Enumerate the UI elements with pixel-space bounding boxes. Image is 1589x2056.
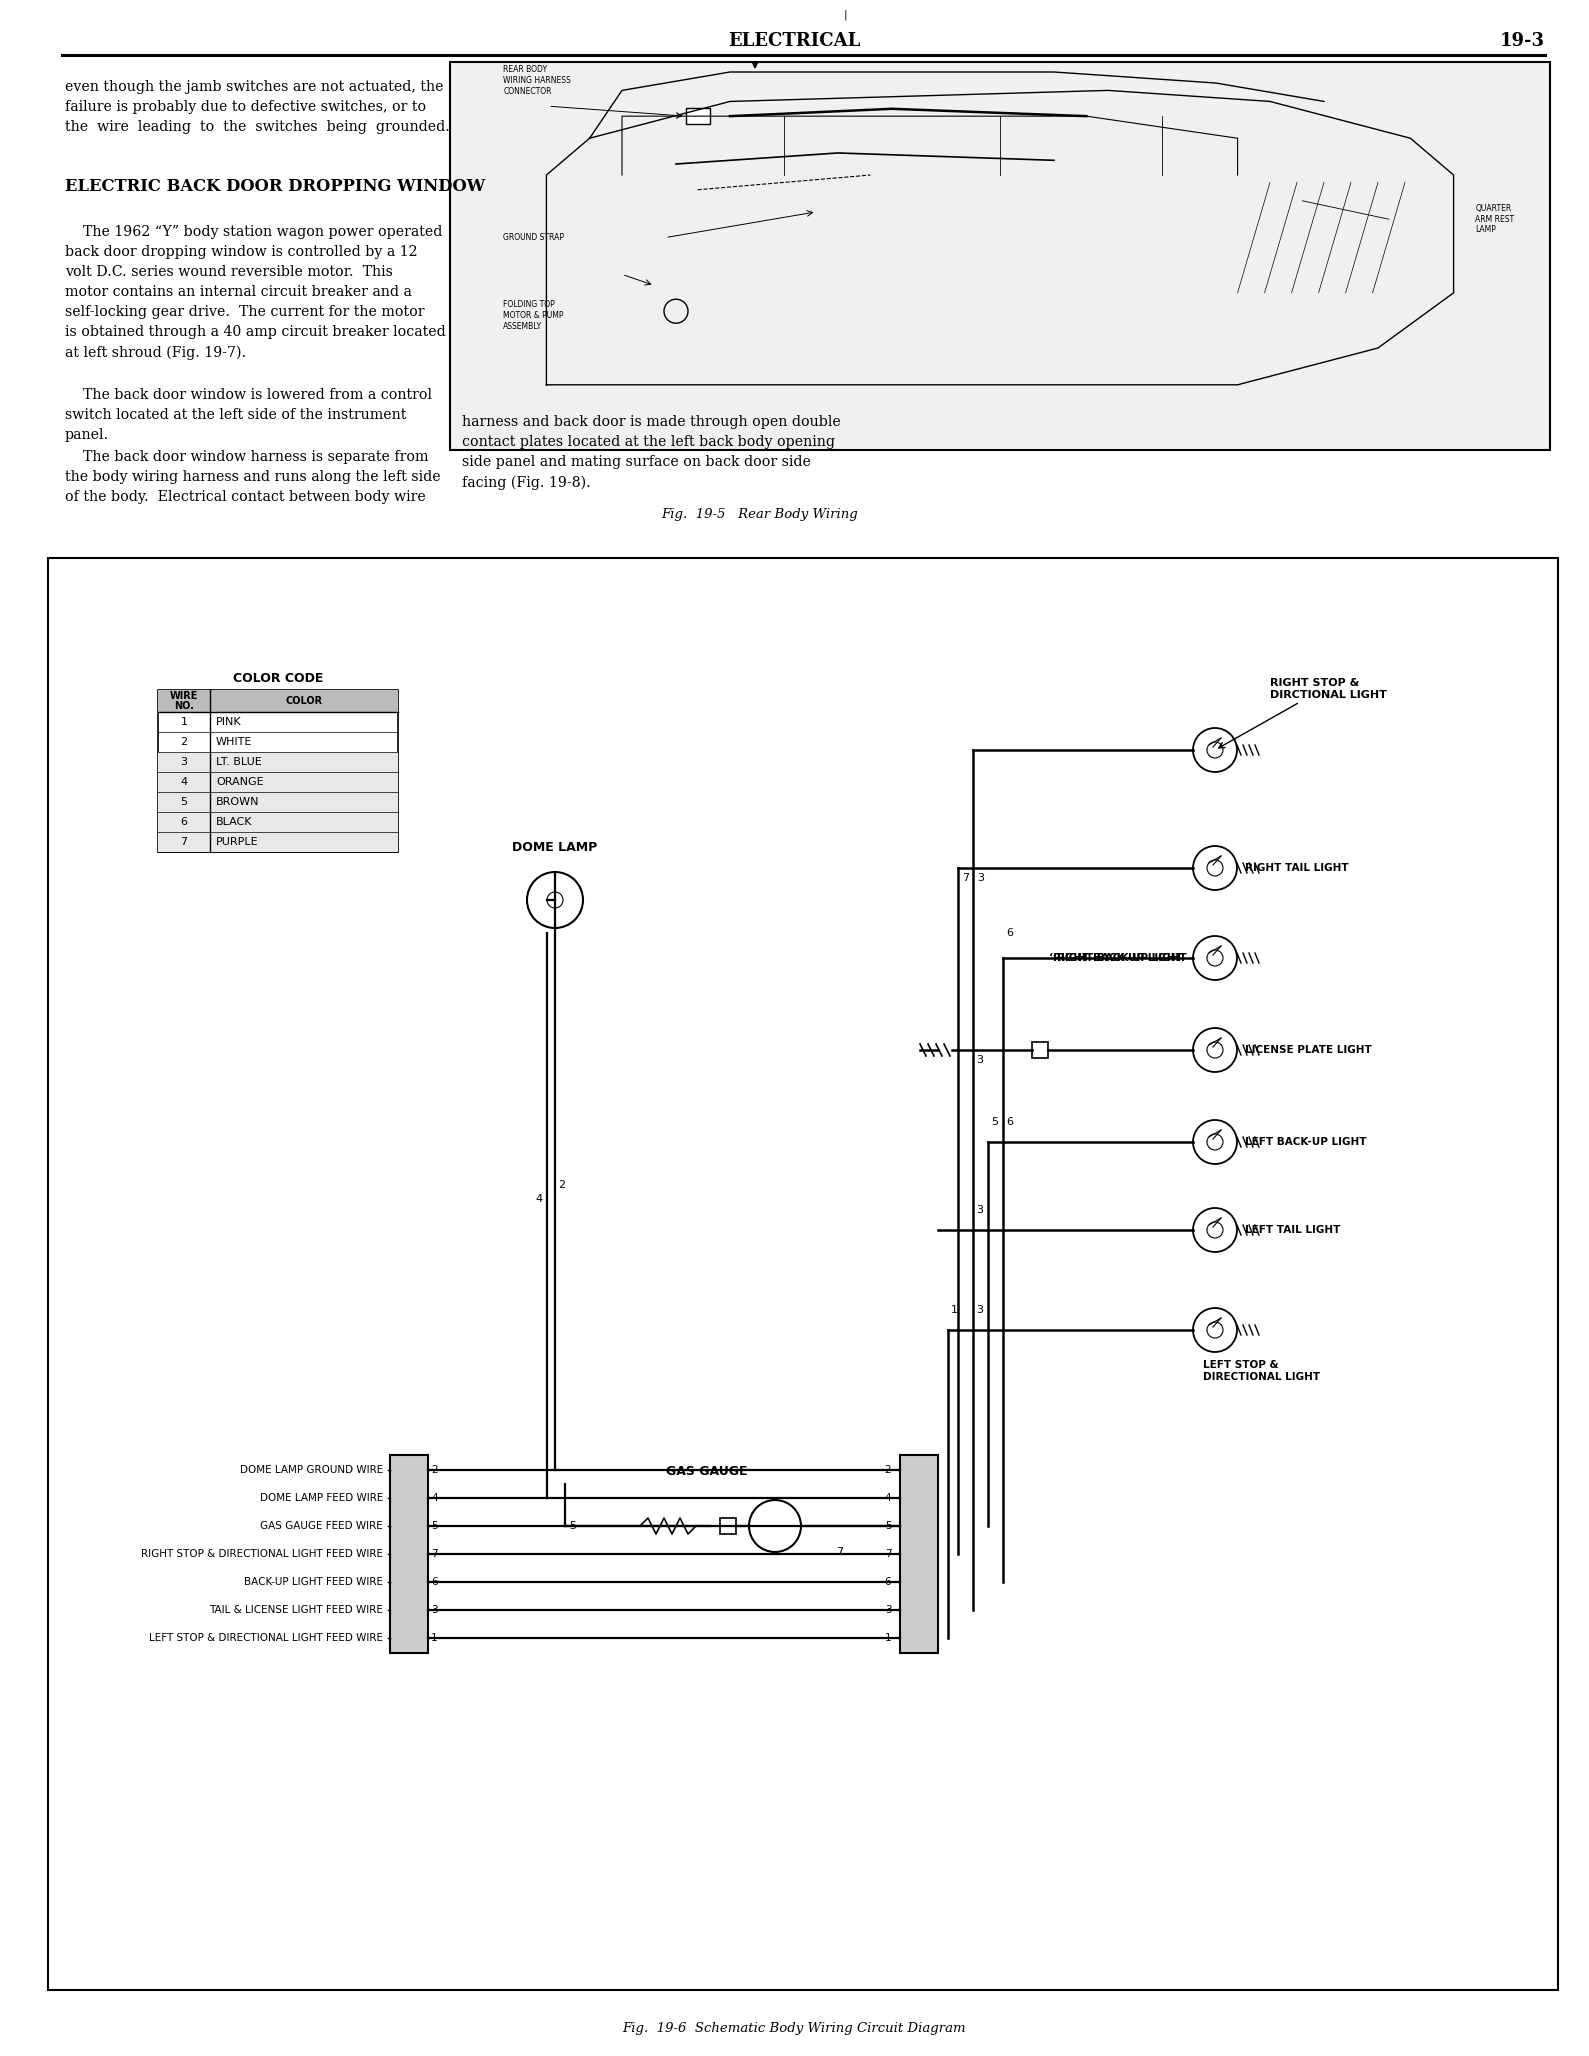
Text: 7: 7 — [181, 837, 188, 847]
Text: DOME LAMP FEED WIRE: DOME LAMP FEED WIRE — [259, 1493, 383, 1503]
Text: LT. BLUE: LT. BLUE — [216, 757, 262, 767]
Text: Fig.  19-5   Rear Body Wiring: Fig. 19-5 Rear Body Wiring — [661, 508, 858, 520]
Text: 1: 1 — [431, 1632, 437, 1643]
Bar — [899, 1456, 938, 1653]
Bar — [389, 1456, 427, 1653]
Text: 4: 4 — [181, 777, 188, 787]
Text: ORANGE: ORANGE — [216, 777, 264, 787]
Text: 3: 3 — [977, 874, 984, 882]
Bar — [157, 752, 397, 771]
Text: 2: 2 — [431, 1466, 437, 1474]
Bar — [1031, 1042, 1049, 1059]
Text: 4: 4 — [885, 1493, 891, 1503]
Text: TAIL & LICENSE LIGHT FEED WIRE: TAIL & LICENSE LIGHT FEED WIRE — [210, 1606, 383, 1616]
Text: 2: 2 — [885, 1466, 891, 1474]
Text: DOME LAMP GROUND WIRE: DOME LAMP GROUND WIRE — [240, 1466, 383, 1474]
Text: 6: 6 — [1006, 1116, 1014, 1127]
Text: RIGHT STOP &
DIRCTIONAL LIGHT: RIGHT STOP & DIRCTIONAL LIGHT — [1270, 678, 1387, 699]
Text: The 1962 “Y” body station wagon power operated
back door dropping window is cont: The 1962 “Y” body station wagon power op… — [65, 224, 447, 360]
Text: 1: 1 — [950, 1306, 958, 1316]
Text: 7: 7 — [961, 874, 969, 882]
Text: 1: 1 — [181, 718, 188, 728]
Text: PURPLE: PURPLE — [216, 837, 259, 847]
Text: PINK: PINK — [216, 718, 242, 728]
Text: 5: 5 — [569, 1521, 575, 1532]
Text: 3: 3 — [181, 757, 188, 767]
Text: BACK-UP LIGHT FEED WIRE: BACK-UP LIGHT FEED WIRE — [245, 1577, 383, 1587]
Text: BROWN: BROWN — [216, 798, 259, 808]
Bar — [157, 833, 397, 851]
Text: DOME LAMP: DOME LAMP — [512, 841, 597, 853]
Text: RIGHT TAIL LIGHT: RIGHT TAIL LIGHT — [1246, 864, 1349, 874]
Text: 4: 4 — [431, 1493, 437, 1503]
Text: 3: 3 — [976, 1306, 984, 1316]
Text: ’RIGHT BACK-UP LIGHT: ’RIGHT BACK-UP LIGHT — [1054, 954, 1187, 962]
Text: COLOR CODE: COLOR CODE — [234, 672, 323, 685]
Text: 5: 5 — [885, 1521, 891, 1532]
Text: FOLDING TOP
MOTOR & PUMP
ASSEMBLY: FOLDING TOP MOTOR & PUMP ASSEMBLY — [504, 300, 564, 331]
Bar — [157, 691, 397, 851]
Text: 6: 6 — [885, 1577, 891, 1587]
Text: LEFT STOP & DIRECTIONAL LIGHT FEED WIRE: LEFT STOP & DIRECTIONAL LIGHT FEED WIRE — [149, 1632, 383, 1643]
Text: 3: 3 — [976, 1205, 984, 1215]
Text: 6: 6 — [1006, 927, 1014, 938]
Text: RIGHT STOP & DIRECTIONAL LIGHT FEED WIRE: RIGHT STOP & DIRECTIONAL LIGHT FEED WIRE — [141, 1548, 383, 1558]
Text: 5: 5 — [992, 1116, 998, 1127]
Bar — [157, 792, 397, 812]
Bar — [157, 691, 397, 711]
Text: 7: 7 — [836, 1546, 844, 1556]
Text: 3: 3 — [431, 1606, 437, 1616]
Text: LICENSE PLATE LIGHT: LICENSE PLATE LIGHT — [1246, 1044, 1371, 1055]
Text: 2: 2 — [558, 1180, 566, 1190]
Text: ELECTRIC BACK DOOR DROPPING WINDOW: ELECTRIC BACK DOOR DROPPING WINDOW — [65, 179, 485, 195]
Bar — [685, 109, 710, 123]
Text: even though the jamb switches are not actuated, the
failure is probably due to d: even though the jamb switches are not ac… — [65, 80, 450, 134]
Text: 1: 1 — [885, 1632, 891, 1643]
Text: LEFT BACK-UP LIGHT: LEFT BACK-UP LIGHT — [1246, 1137, 1367, 1147]
Text: The back door window harness is separate from
the body wiring harness and runs a: The back door window harness is separate… — [65, 450, 440, 504]
Text: 2: 2 — [181, 736, 188, 746]
Text: 19-3: 19-3 — [1500, 33, 1545, 49]
Text: 6: 6 — [181, 816, 188, 827]
Text: WIRE
NO.: WIRE NO. — [170, 691, 199, 711]
Text: Fig.  19-6  Schematic Body Wiring Circuit Diagram: Fig. 19-6 Schematic Body Wiring Circuit … — [623, 2021, 966, 2035]
Text: GAS GAUGE: GAS GAUGE — [666, 1466, 748, 1478]
Text: GAS GAUGE FEED WIRE: GAS GAUGE FEED WIRE — [261, 1521, 383, 1532]
Bar — [720, 1517, 736, 1534]
Text: 4: 4 — [535, 1195, 542, 1205]
Text: 7: 7 — [885, 1548, 891, 1558]
Text: BLACK: BLACK — [216, 816, 253, 827]
Text: 3: 3 — [976, 1055, 984, 1065]
Text: LEFT STOP &
DIRECTIONAL LIGHT: LEFT STOP & DIRECTIONAL LIGHT — [1203, 1359, 1320, 1382]
Bar — [157, 771, 397, 792]
Text: LEFT TAIL LIGHT: LEFT TAIL LIGHT — [1246, 1225, 1341, 1236]
Text: ELECTRICAL: ELECTRICAL — [728, 33, 860, 49]
Text: The back door window is lowered from a control
switch located at the left side o: The back door window is lowered from a c… — [65, 389, 432, 442]
Text: WHITE: WHITE — [216, 736, 253, 746]
Text: 7: 7 — [431, 1548, 437, 1558]
Bar — [157, 812, 397, 833]
Text: QUARTER
ARM REST
LAMP: QUARTER ARM REST LAMP — [1475, 204, 1514, 234]
Text: COLOR: COLOR — [286, 697, 323, 705]
Text: GROUND STRAP: GROUND STRAP — [504, 232, 564, 243]
Text: 5: 5 — [181, 798, 188, 808]
Text: harness and back door is made through open double
contact plates located at the : harness and back door is made through op… — [462, 415, 841, 489]
Bar — [450, 62, 1549, 450]
Text: 3: 3 — [885, 1606, 891, 1616]
Text: ‘RIGHT BACK-UP LIGHT: ‘RIGHT BACK-UP LIGHT — [1049, 954, 1182, 962]
Text: |: | — [844, 10, 847, 21]
Bar — [48, 557, 1557, 1990]
Text: REAR BODY
WIRING HARNESS
CONNECTOR: REAR BODY WIRING HARNESS CONNECTOR — [504, 66, 570, 97]
Text: 6: 6 — [431, 1577, 437, 1587]
Text: 5: 5 — [431, 1521, 437, 1532]
